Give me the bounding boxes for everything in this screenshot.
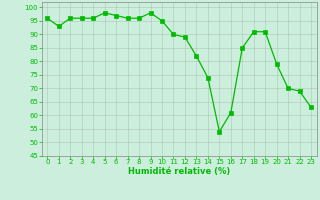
X-axis label: Humidité relative (%): Humidité relative (%) [128, 167, 230, 176]
